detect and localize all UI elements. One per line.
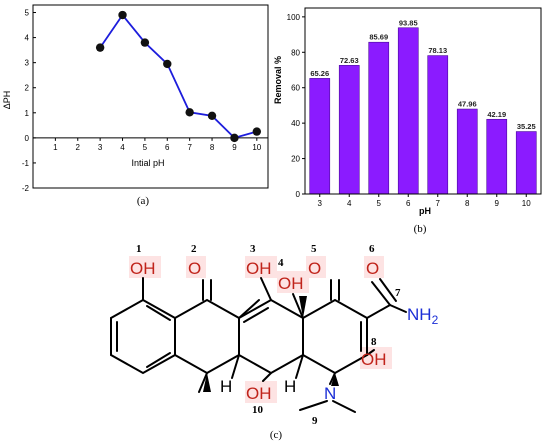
position-number-3: 3 [250, 243, 256, 255]
panel-b-caption: (b) [414, 223, 427, 235]
panel-b-x-tick-label: 6 [406, 199, 411, 208]
group-o-5: O [308, 259, 321, 278]
panel-b-y-tick-label: 60 [291, 84, 300, 93]
group-o-6: O [366, 259, 379, 278]
panel-b-bar-data-label: 93.85 [399, 18, 418, 27]
molecule-bonds [110, 277, 391, 413]
panel-a-x-tick-label: 2 [76, 143, 81, 152]
panel-a-data-point [140, 38, 150, 47]
panel-b-bar-data-label: 65.26 [310, 69, 329, 78]
panel-a-data-point [163, 59, 172, 69]
group-oh-4: OH [278, 274, 304, 293]
position-number-5: 5 [311, 243, 317, 255]
panel-b-y-tick-label: 0 [296, 190, 301, 199]
oh4-wedge [299, 296, 307, 318]
panel-a-data-point [207, 111, 217, 121]
panel-c-molecule-structure: OH O OH OH O O NH2 OH N OH H H 1 2 3 4 5… [110, 243, 439, 427]
panel-b-bar-data-label: 35.25 [517, 122, 536, 131]
panel-a-line-chart: ΔPH Intial pH 1 2 3 4 5 6 7 8 9 10 -2 -1 0 1 2 3 4 5 [2, 4, 269, 193]
panel-b-y-tick-label: 80 [291, 48, 300, 57]
panel-a-x-tick-label: 3 [98, 143, 103, 152]
panel-b-bar [456, 108, 478, 195]
panel-b-bar [338, 65, 360, 195]
panel-a-y-tick-label: -2 [22, 184, 30, 193]
panel-a-x-axis-label: Intial pH [131, 158, 164, 168]
panel-b-x-tick-label: 8 [465, 199, 470, 208]
panel-b-bar-chart: Removal % pH 65.2672.6385.6993.8578.1347… [273, 7, 542, 216]
position-number-7: 7 [395, 287, 401, 299]
panel-b-bar-data-label: 85.69 [369, 33, 388, 42]
panel-a-y-tick-label: 2 [25, 84, 30, 93]
panel-a-y-tick-label: -1 [22, 159, 30, 168]
group-oh-8: OH [361, 350, 387, 369]
panel-b-bar [309, 78, 331, 195]
panel-a-x-tick-label: 4 [120, 143, 125, 152]
panel-b-bar [515, 131, 537, 195]
panel-b-y-axis-label: Removal % [273, 56, 283, 104]
panel-a-data-point [118, 10, 127, 20]
panel-a-y-tick-label: 4 [25, 34, 30, 43]
panel-b-bar-data-label: 72.63 [340, 56, 359, 65]
panel-b-bar [427, 55, 449, 195]
panel-a-x-tick-label: 9 [232, 143, 237, 152]
n9-wedge [331, 373, 339, 386]
panel-a-caption: (a) [137, 195, 150, 207]
panel-a-series-line [99, 13, 258, 139]
panel-a-x-tick-label: 7 [187, 143, 192, 152]
panel-a-data-point [252, 127, 262, 136]
panel-b-x-tick-label: 3 [318, 199, 323, 208]
position-number-9: 9 [312, 415, 318, 427]
panel-b-frame [304, 7, 542, 195]
panel-b-x-tick-label: 9 [495, 199, 500, 208]
panel-a-data-point [185, 108, 194, 117]
position-number-1: 1 [136, 243, 142, 255]
group-oh-1: OH [130, 259, 156, 278]
panel-a-frame [32, 4, 269, 189]
panel-a-y-axis-label: ΔPH [2, 91, 12, 110]
panel-b-bar-data-label: 47.96 [458, 100, 477, 109]
panel-a-x-tick-label: 10 [252, 143, 261, 152]
group-nh2: NH2 [407, 305, 439, 327]
methyl-wedge [203, 373, 211, 392]
group-highlights [129, 256, 392, 403]
panel-b-x-tick-label: 5 [377, 199, 382, 208]
hydrogen-left: H [220, 377, 232, 396]
position-number-8: 8 [371, 336, 377, 348]
panel-b-bar-data-label: 42.19 [487, 110, 506, 119]
panel-b-bar [486, 118, 508, 195]
position-number-6: 6 [369, 243, 375, 255]
panel-a-data-point [95, 43, 105, 52]
panel-b-x-tick-label: 4 [347, 199, 352, 208]
panel-c-caption: (c) [270, 429, 283, 441]
panel-b-bar [368, 41, 390, 195]
panel-b-y-tick-label: 100 [287, 13, 301, 22]
position-number-4: 4 [278, 257, 284, 269]
panel-a-y-tick-label: 3 [25, 59, 30, 68]
group-o-2: O [188, 259, 201, 278]
panel-b-x-tick-label: 7 [436, 199, 441, 208]
position-number-2: 2 [191, 243, 197, 255]
panel-b-y-tick-label: 20 [291, 155, 300, 164]
carbonyl-bonds [202, 278, 407, 356]
panel-a-y-tick-label: 0 [25, 134, 30, 143]
panel-b-bar [397, 27, 419, 195]
hydrogen-right: H [284, 377, 296, 396]
position-number-10: 10 [252, 404, 264, 416]
panel-a-y-tick-label: 1 [25, 109, 30, 118]
panel-b-x-axis-label: pH [419, 206, 431, 216]
group-n-9: N [324, 384, 336, 403]
panel-a-x-tick-label: 5 [143, 143, 148, 152]
panel-b-y-tick-label: 40 [291, 119, 300, 128]
panel-a-y-tick-label: 5 [25, 9, 30, 18]
group-oh-3: OH [246, 259, 272, 278]
panel-a-x-tick-label: 1 [53, 143, 58, 152]
panel-b-x-tick-label: 10 [522, 199, 531, 208]
panel-a-x-tick-label: 8 [210, 143, 215, 152]
group-oh-10: OH [246, 384, 272, 403]
panel-b-bar-data-label: 78.13 [428, 46, 447, 55]
panel-a-data-point [230, 133, 239, 143]
panel-a-x-tick-label: 6 [165, 143, 170, 152]
